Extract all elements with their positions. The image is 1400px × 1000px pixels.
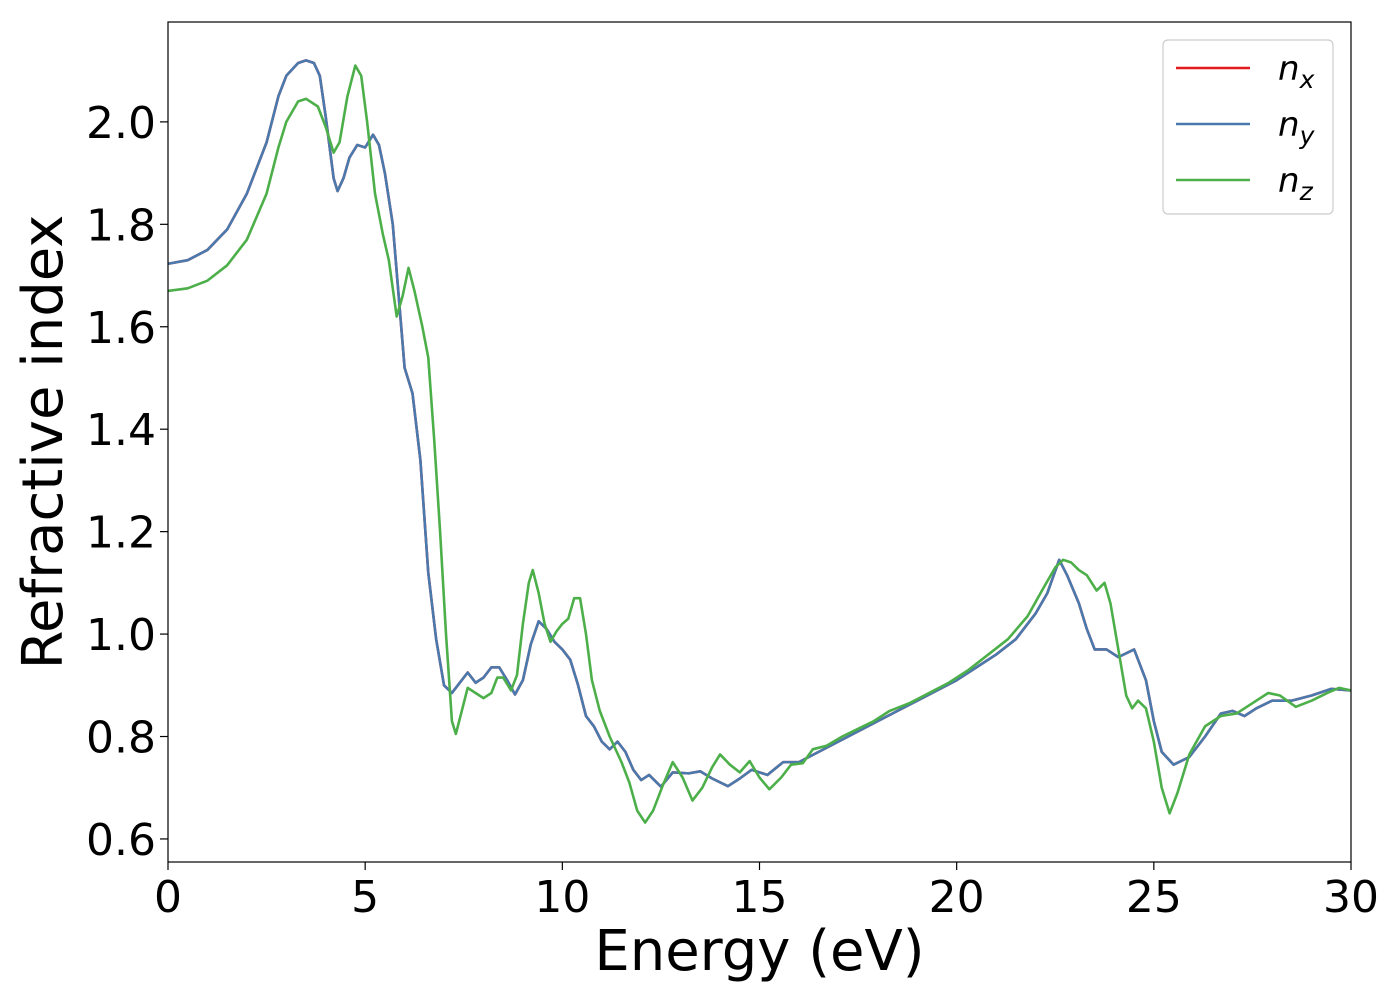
legend-label-base: n: [1278, 105, 1300, 145]
x-tick-label: 10: [534, 872, 590, 923]
x-tick-label: 5: [351, 872, 379, 923]
legend-label-base: n: [1278, 49, 1300, 89]
y-axis-title: Refractive index: [11, 215, 76, 670]
legend-label-subscript: x: [1299, 65, 1315, 94]
x-tick-label: 30: [1323, 872, 1379, 923]
y-axis: 0.6 0.8 1.0 1.2 1.4 1.6 1.8 2.0: [86, 98, 168, 866]
y-tick-label: 1.0: [86, 610, 156, 661]
x-tick-label: 15: [732, 872, 788, 923]
legend-label-subscript: y: [1299, 121, 1316, 150]
y-tick-label: 0.6: [86, 815, 156, 866]
x-axis-title: Energy (eV): [594, 919, 924, 984]
y-tick-label: 1.8: [86, 200, 156, 251]
y-tick-label: 1.6: [86, 303, 156, 354]
y-tick-label: 1.4: [86, 405, 156, 456]
series-layer: [168, 59, 1351, 824]
y-tick-label: 1.2: [86, 508, 156, 559]
y-tick-label: 2.0: [86, 98, 156, 149]
x-tick-label: 20: [929, 872, 985, 923]
legend-label: nz: [1278, 161, 1314, 206]
x-tick-label: 0: [154, 872, 182, 923]
legend-label: nx: [1278, 49, 1315, 94]
series-line-n-y: [168, 59, 1351, 789]
legend-label-subscript: z: [1299, 177, 1314, 206]
legend-label: ny: [1278, 105, 1316, 150]
legend-frame: [1162, 39, 1334, 215]
x-tick-label: 25: [1126, 872, 1182, 923]
series-line-n-z: [168, 64, 1351, 824]
x-axis: 0 5 10 15 20 25 30: [154, 862, 1379, 923]
y-tick-label: 0.8: [86, 713, 156, 764]
legend-label-base: n: [1278, 161, 1300, 201]
